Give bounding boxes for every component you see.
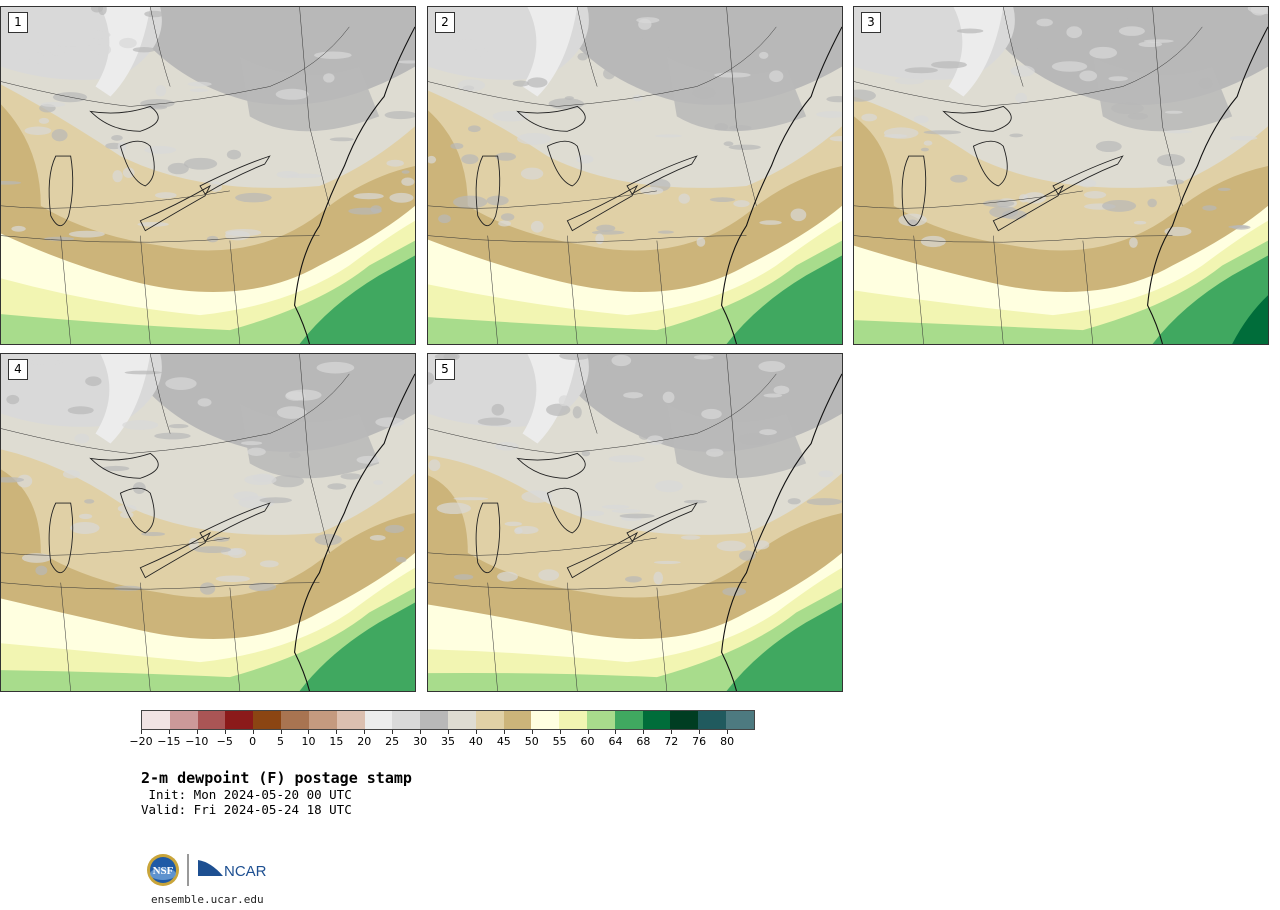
colorbar-swatch: [281, 711, 309, 729]
valid-time: Valid: Fri 2024-05-24 18 UTC: [141, 802, 352, 817]
colorbar-swatch: [587, 711, 615, 729]
colorbar-tick-label: 30: [413, 735, 428, 748]
nsf-ncar-logo-icon: NSF NCAR: [147, 854, 267, 886]
colorbar-tick: [587, 730, 589, 734]
panel-number: 1: [8, 12, 28, 33]
colorbar-tick: [643, 730, 645, 734]
colorbar-tick-label: 10: [301, 735, 316, 748]
colorbar-tick: [531, 730, 533, 734]
map-panel-3: 3: [853, 6, 1269, 345]
colorbar-swatch: [559, 711, 587, 729]
colorbar-tick-label: −5: [216, 735, 233, 748]
panel-number: 4: [8, 359, 28, 380]
colorbar-tick-label: 55: [552, 735, 567, 748]
dewpoint-map-icon: [854, 7, 1268, 344]
ncar-text: NCAR: [224, 863, 267, 880]
colorbar-swatch: [503, 711, 532, 729]
logos: NSF NCAR: [145, 852, 275, 890]
colorbar-swatch: [614, 711, 643, 729]
website-url: ensemble.ucar.edu: [151, 893, 264, 906]
panel-number: 5: [435, 359, 455, 380]
colorbar-swatch: [475, 711, 504, 729]
colorbar-tick-label: 0: [249, 735, 257, 748]
colorbar-tick-label: 40: [468, 735, 483, 748]
panel-number: 3: [861, 12, 881, 33]
colorbar-tick: [224, 730, 226, 734]
colorbar-ticks: −20 −15 −10 −5 0 5 10 15 20 25 30 35 40 45 50 55 60 64 68 7…: [129, 730, 755, 750]
colorbar-swatch: [447, 711, 476, 729]
colorbar-tick: [364, 730, 366, 734]
colorbar-swatch: [364, 711, 393, 729]
colorbar-tick-label: 20: [357, 735, 372, 748]
nsf-text: NSF: [153, 865, 174, 877]
dewpoint-map-icon: [428, 354, 842, 691]
colorbar-tick: [141, 730, 142, 734]
colorbar-tick: [699, 730, 701, 734]
dewpoint-map-icon: [1, 7, 415, 344]
init-time: Init: Mon 2024-05-20 00 UTC: [141, 787, 352, 802]
colorbar-tick-label: −15: [157, 735, 181, 748]
colorbar-tick: [727, 730, 729, 734]
colorbar-swatch: [225, 711, 254, 729]
colorbar-swatch: [698, 711, 727, 729]
colorbar-swatch: [392, 711, 421, 729]
colorbar-tick: [196, 730, 198, 734]
colorbar-tick: [615, 730, 617, 734]
map-panel-5: 5: [427, 353, 843, 692]
colorbar-tick-label: 25: [385, 735, 400, 748]
figure-title: 2-m dewpoint (F) postage stamp: [141, 769, 412, 787]
colorbar-swatch: [197, 711, 226, 729]
colorbar-tick: [475, 730, 477, 734]
colorbar-swatch: [253, 711, 282, 729]
colorbar-swatch: [670, 711, 699, 729]
colorbar-tick-label: 64: [608, 735, 623, 748]
colorbar-tick-label: 76: [692, 735, 707, 748]
panel-number: 2: [435, 12, 455, 33]
colorbar-swatch: [726, 711, 754, 729]
colorbar-tick: [168, 730, 170, 734]
colorbar-tick-label: 60: [580, 735, 595, 748]
colorbar-tick-label: 80: [720, 735, 735, 748]
map-panel-1: 1: [0, 6, 416, 345]
colorbar-tick: [420, 730, 422, 734]
colorbar-tick-label: 50: [524, 735, 539, 748]
colorbar-swatch: [142, 711, 170, 729]
colorbar-swatch: [642, 711, 671, 729]
colorbar-tick: [671, 730, 673, 734]
colorbar-tick-label: 35: [441, 735, 455, 748]
map-panel-4: 4: [0, 353, 416, 692]
colorbar-tick-label: −20: [129, 735, 153, 748]
colorbar-tick: [392, 730, 394, 734]
colorbar-swatch: [420, 711, 448, 729]
colorbar-swatch: [336, 711, 365, 729]
map-panel-2: 2: [427, 6, 843, 345]
colorbar-tick: [503, 730, 505, 734]
colorbar-tick: [308, 730, 310, 734]
colorbar-tick-label: 45: [496, 735, 511, 748]
colorbar-swatch: [531, 711, 560, 729]
dewpoint-map-icon: [428, 7, 842, 344]
dewpoint-map-icon: [1, 354, 415, 691]
colorbar-tick-label: 15: [329, 735, 344, 748]
colorbar-tick-label: 72: [664, 735, 679, 748]
colorbar: [141, 710, 755, 730]
colorbar-tick-label: −10: [185, 735, 209, 748]
colorbar-tick: [448, 730, 449, 734]
colorbar-tick: [252, 730, 254, 734]
colorbar-tick-label: 5: [277, 735, 285, 748]
colorbar-tick: [559, 730, 561, 734]
colorbar-tick: [280, 730, 282, 734]
colorbar-tick: [336, 730, 338, 734]
colorbar-tick-label: 68: [636, 735, 651, 748]
colorbar-swatch: [308, 711, 337, 729]
colorbar-swatch: [169, 711, 198, 729]
